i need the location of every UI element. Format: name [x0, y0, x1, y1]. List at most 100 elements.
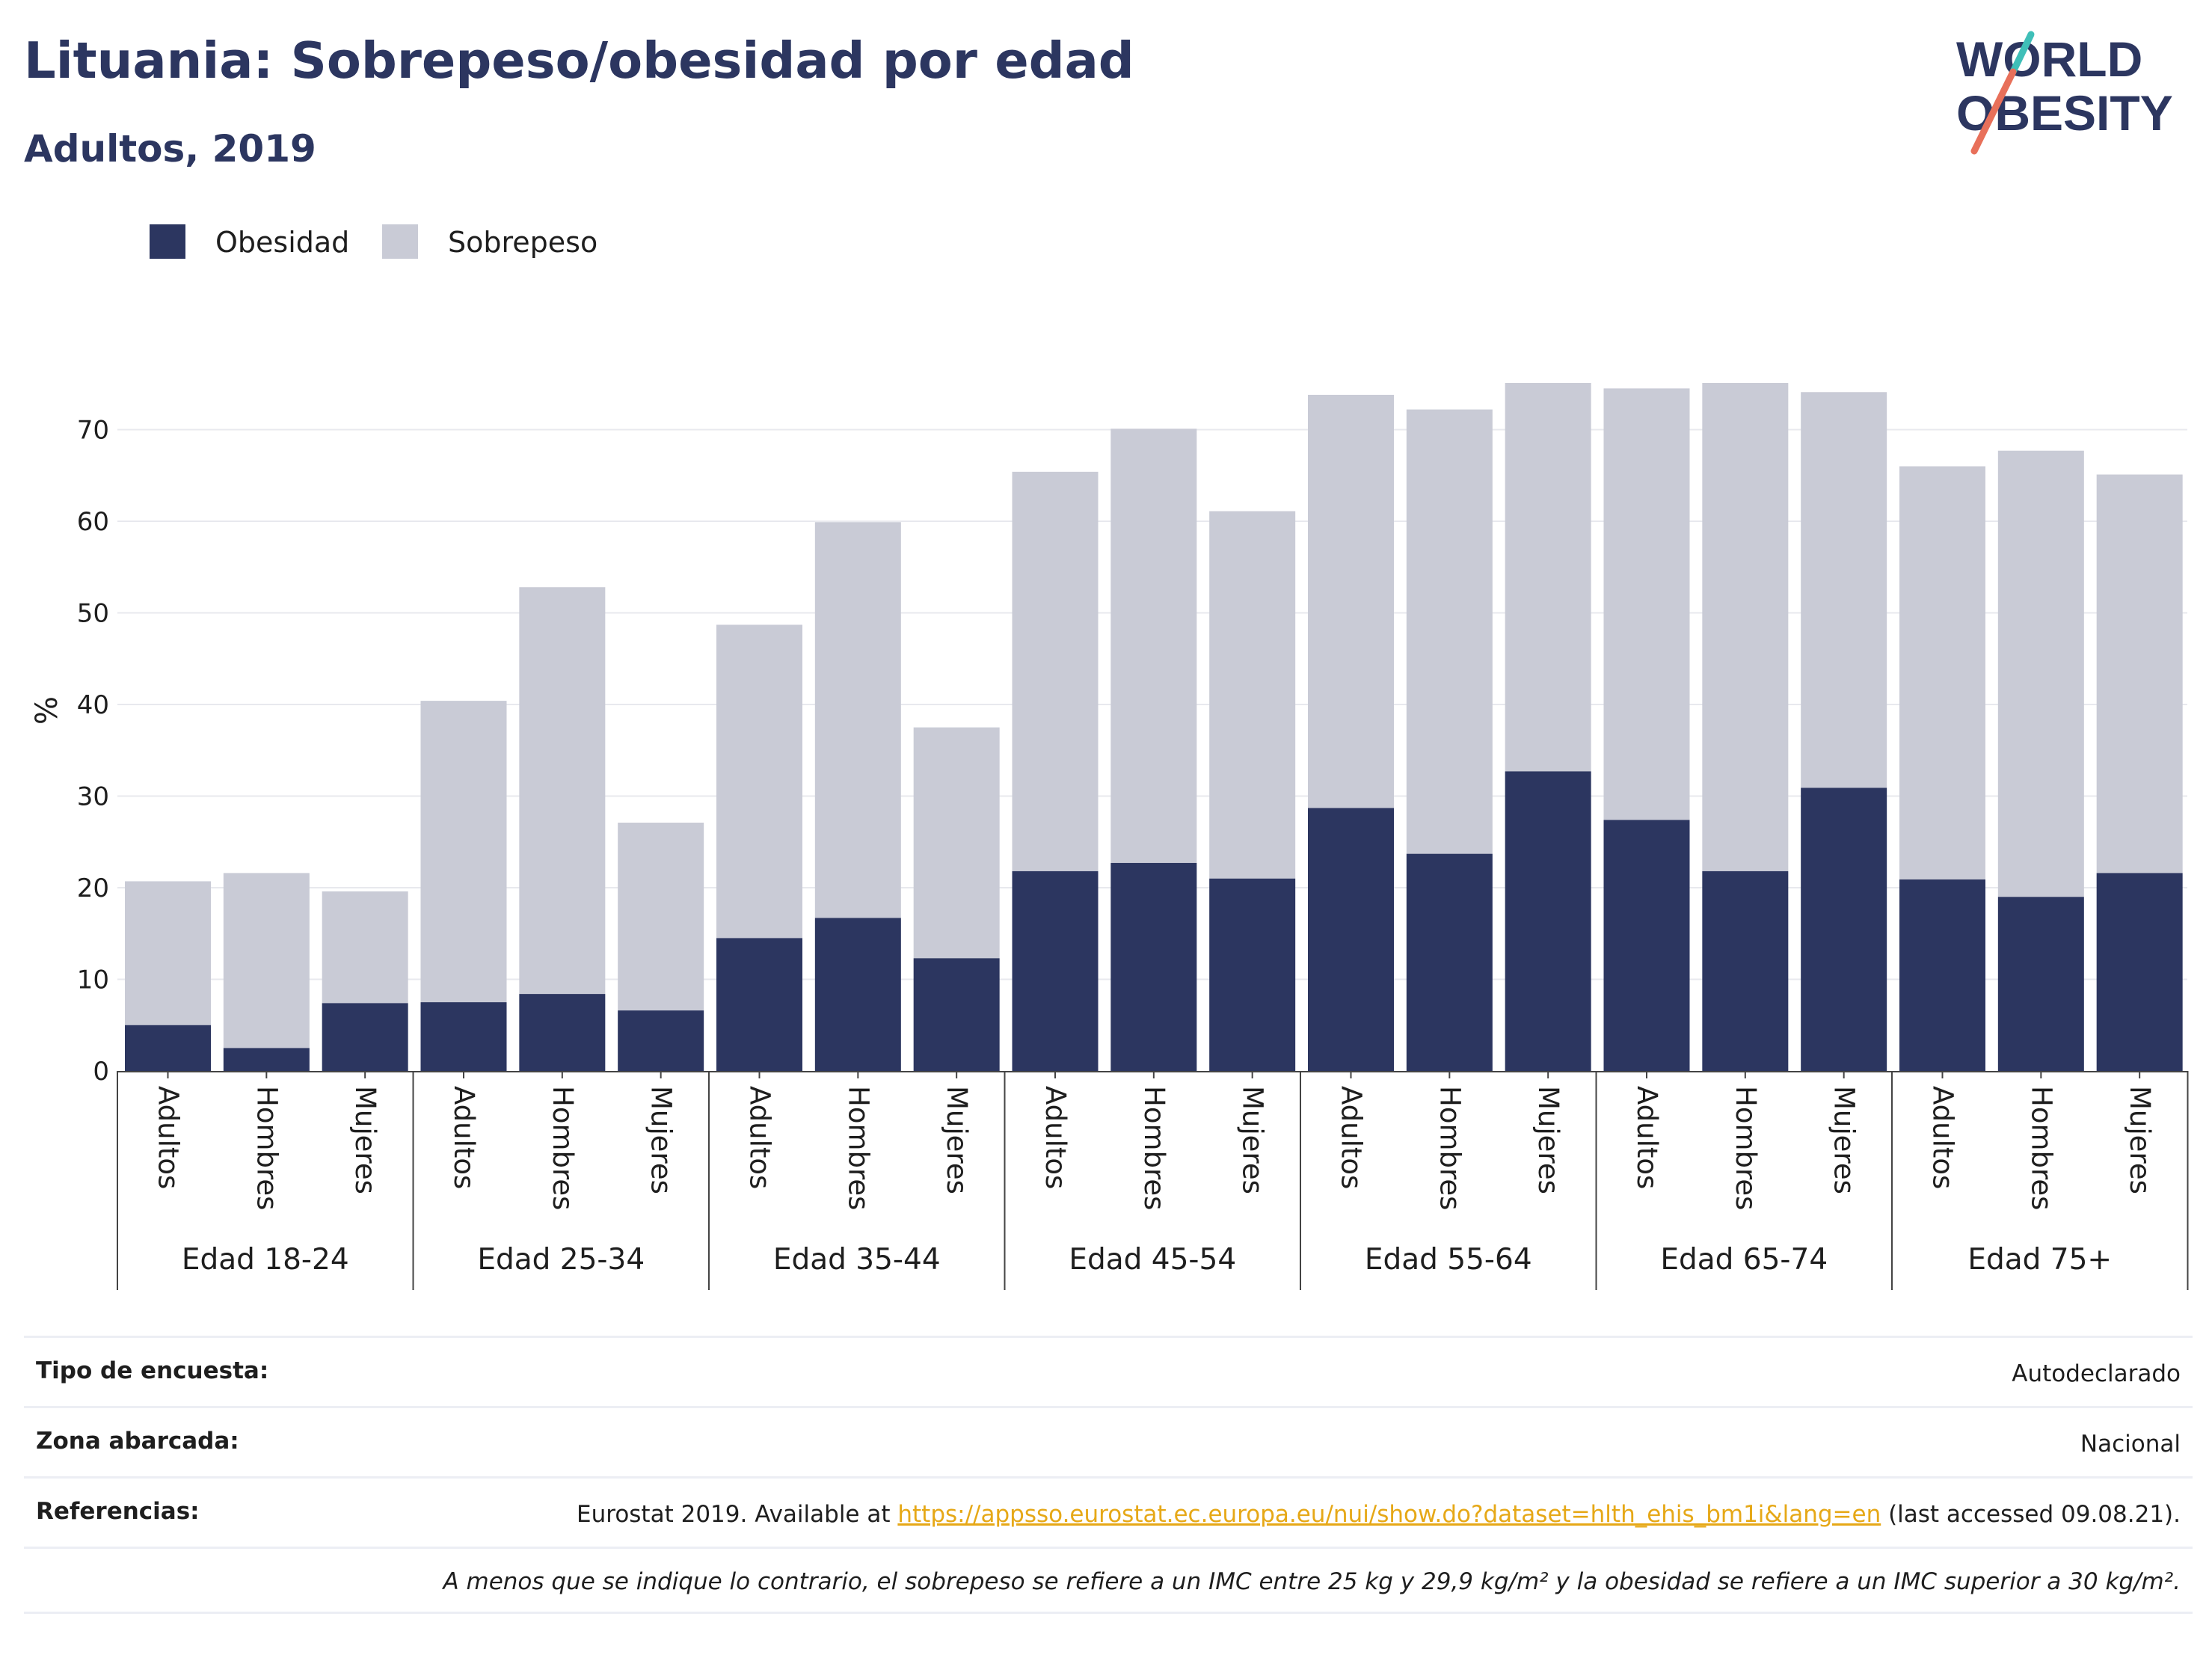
info-label: Tipo de encuesta:	[36, 1357, 269, 1384]
bars	[125, 383, 2183, 1071]
bar-sobrepeso	[322, 891, 408, 1004]
info-table: Tipo de encuesta: Autodeclarado Zona aba…	[24, 1336, 2193, 1614]
x-sub-label: Mujeres	[645, 1086, 678, 1194]
x-group-label: Edad 25-34	[477, 1243, 645, 1277]
y-tick-label: 40	[77, 690, 109, 720]
logo-text-world: WORLD	[1956, 31, 2142, 87]
bar-obesidad	[913, 958, 1000, 1071]
bar-sobrepeso	[1308, 394, 1394, 808]
bar-obesidad	[814, 918, 901, 1071]
x-sub-label: Hombres	[251, 1086, 283, 1210]
legend-label-obesidad: Obesidad	[215, 226, 349, 259]
x-group-label: Edad 75+	[1967, 1243, 2112, 1277]
bar-obesidad	[618, 1010, 704, 1071]
bar-sobrepeso	[1209, 511, 1296, 879]
bar-sobrepeso	[716, 624, 802, 939]
x-sub-label: Mujeres	[1237, 1086, 1269, 1194]
bar-obesidad	[1110, 862, 1197, 1071]
x-group-label: Edad 45-54	[1069, 1243, 1236, 1277]
bar-obesidad	[1603, 820, 1690, 1071]
logo-stroke-teal	[2009, 31, 2035, 76]
references-link[interactable]: https://appsso.eurostat.ec.europa.eu/nui…	[897, 1500, 1881, 1528]
info-row-survey-type: Tipo de encuesta: Autodeclarado	[24, 1336, 2193, 1406]
bar-sobrepeso	[1702, 383, 1789, 871]
logo-stroke-coral	[1970, 68, 2017, 155]
x-group-label: Edad 18-24	[182, 1243, 349, 1277]
bar-obesidad	[716, 938, 802, 1071]
footnote: A menos que se indique lo contrario, el …	[24, 1546, 2193, 1614]
bar-obesidad	[1899, 879, 1985, 1071]
bar-obesidad	[420, 1002, 507, 1071]
x-sub-label: Hombres	[547, 1086, 579, 1210]
bar-sobrepeso	[1505, 383, 1591, 772]
bar-sobrepeso	[2096, 474, 2183, 873]
x-axis: Adultos Hombres Mujeres Edad 18-24 Adultos Ho…	[117, 1071, 2189, 1290]
y-tick-label: 30	[77, 782, 109, 812]
bar-obesidad	[322, 1003, 408, 1071]
bar-sobrepeso	[223, 873, 310, 1048]
bar-sobrepeso	[125, 881, 211, 1025]
legend-swatch-sobrepeso	[382, 224, 418, 259]
x-sub-label: Mujeres	[349, 1086, 381, 1194]
bar-chart: Obesidad Sobrepeso 0 10 20 30 40 50 60 70 % Adu…	[30, 224, 2189, 1290]
bar-obesidad	[1308, 808, 1394, 1071]
bar-sobrepeso	[1406, 409, 1493, 854]
bar-sobrepeso	[1801, 392, 1887, 788]
x-sub-label: Mujeres	[1532, 1086, 1564, 1194]
bar-obesidad	[1012, 871, 1099, 1071]
bar-sobrepeso	[1012, 471, 1099, 871]
y-tick-label: 10	[77, 965, 109, 995]
y-tick-label: 0	[93, 1057, 109, 1087]
x-sub-label: Mujeres	[1828, 1086, 1861, 1194]
references-value: Eurostat 2019. Available at https://apps…	[577, 1498, 2181, 1532]
y-tick-labels: 0 10 20 30 40 50 60 70	[77, 416, 109, 1087]
references-suffix: (last accessed 09.08.21).	[1881, 1500, 2181, 1528]
x-sub-label: Hombres	[1138, 1086, 1170, 1210]
y-axis-title: %	[30, 696, 64, 725]
bar-obesidad	[2096, 873, 2183, 1071]
info-value: Nacional	[2080, 1430, 2181, 1458]
bar-obesidad	[1997, 897, 2084, 1071]
y-tick-label: 70	[77, 416, 109, 446]
bar-obesidad	[223, 1048, 310, 1071]
logo-text-obesity: OBESITY	[1956, 85, 2173, 141]
bar-sobrepeso	[1997, 450, 2084, 897]
x-sub-label: Hombres	[2025, 1086, 2057, 1210]
x-sub-label: Adultos	[1336, 1086, 1368, 1189]
info-label: Referencias:	[36, 1497, 200, 1525]
info-value: Autodeclarado	[2012, 1360, 2181, 1387]
x-sub-label: Adultos	[153, 1086, 185, 1189]
x-sub-label: Hombres	[1434, 1086, 1466, 1210]
x-sub-label: Hombres	[842, 1086, 874, 1210]
page-subtitle: Adultos, 2019	[24, 127, 316, 171]
x-sub-label: Adultos	[1631, 1086, 1663, 1189]
x-sub-label: Mujeres	[941, 1086, 973, 1194]
bar-obesidad	[1801, 787, 1887, 1071]
bar-obesidad	[125, 1025, 211, 1071]
x-group-label: Edad 35-44	[773, 1243, 941, 1277]
x-sub-label: Adultos	[1927, 1086, 1959, 1189]
bar-sobrepeso	[519, 587, 606, 995]
bar-sobrepeso	[618, 823, 704, 1011]
x-group-label: Edad 65-74	[1660, 1243, 1828, 1277]
x-sub-label: Mujeres	[2124, 1086, 2156, 1194]
bar-sobrepeso	[420, 701, 507, 1003]
x-sub-label: Hombres	[1730, 1086, 1762, 1210]
info-row-coverage: Zona abarcada: Nacional	[24, 1405, 2193, 1476]
world-obesity-logo: WORLD OBESITY	[1956, 31, 2173, 155]
bar-obesidad	[1209, 878, 1296, 1071]
page-title: Lituania: Sobrepeso/obesidad por edad	[24, 31, 1134, 90]
bar-obesidad	[1702, 871, 1789, 1071]
bar-sobrepeso	[814, 522, 901, 918]
bar-sobrepeso	[913, 727, 1000, 959]
x-sub-label: Adultos	[1039, 1086, 1072, 1189]
references-prefix: Eurostat 2019. Available at	[577, 1500, 898, 1528]
y-tick-label: 60	[77, 507, 109, 537]
legend-label-sobrepeso: Sobrepeso	[448, 226, 597, 259]
x-group-label: Edad 55-64	[1365, 1243, 1532, 1277]
x-sub-label: Adultos	[744, 1086, 776, 1189]
bar-sobrepeso	[1899, 466, 1985, 879]
bar-obesidad	[1406, 853, 1493, 1071]
bar-obesidad	[519, 994, 606, 1071]
y-tick-label: 20	[77, 873, 109, 903]
